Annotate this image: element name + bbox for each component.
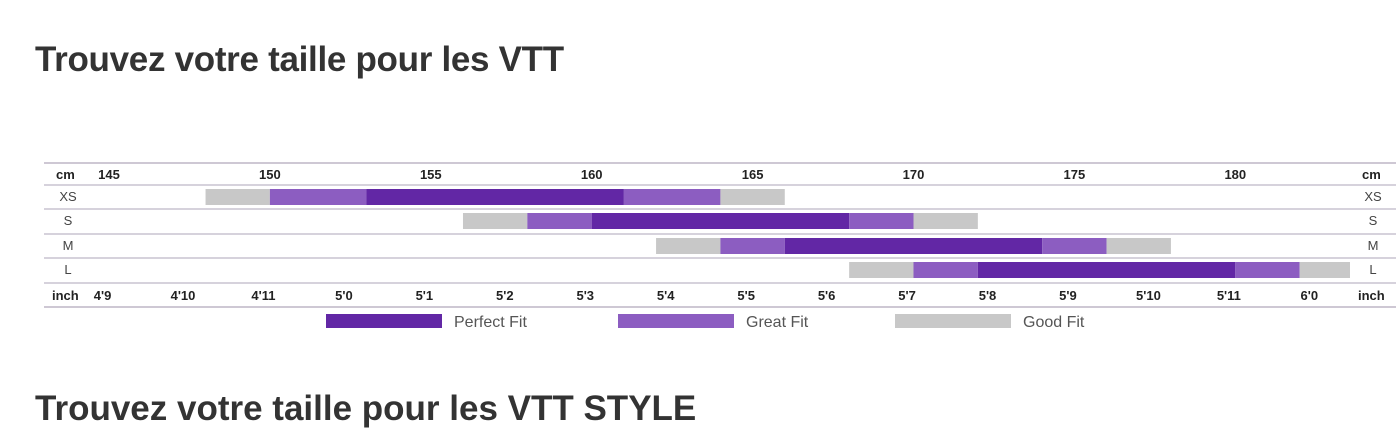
size-label-left: L [64, 262, 71, 277]
bar-xs-great [269, 189, 367, 205]
page-title: Trouvez votre taille pour les VTT [35, 40, 564, 79]
bar-s-great [849, 213, 914, 229]
tick-label-cm: 150 [259, 167, 281, 182]
tick-label-inch: 5'7 [898, 288, 916, 303]
bar-xs-perfect [366, 189, 624, 205]
tick-label-inch: 5'4 [657, 288, 675, 303]
tick-label-inch: 6'0 [1301, 288, 1319, 303]
size-label-right: L [1369, 262, 1376, 277]
size-label-left: M [63, 238, 74, 253]
bar-s-perfect [591, 213, 850, 229]
legend-label-great: Great Fit [746, 314, 809, 331]
bar-xs-good [205, 189, 270, 205]
bar-m-great [720, 238, 785, 254]
tick-label-cm: 155 [420, 167, 442, 182]
tick-label-inch: 4'10 [171, 288, 196, 303]
bar-l-good [849, 262, 914, 278]
unit-label-inch-right: inch [1358, 288, 1385, 303]
chart-ticks: cm cm inch inch 145 150 155 160 165 170 175 180 4'9 4… [52, 167, 1385, 303]
tick-label-inch: 5'8 [979, 288, 997, 303]
next-section-heading: Trouvez votre taille pour les VTT STYLE [35, 389, 697, 428]
legend-swatch-good [895, 314, 1011, 328]
tick-label-inch: 5'3 [576, 288, 594, 303]
size-label-right: XS [1364, 189, 1382, 204]
size-chart: cm cm inch inch 145 150 155 160 165 170 175 180 4'9 4… [44, 162, 1396, 331]
chart-gridlines [44, 162, 1396, 308]
bar-m-great [1042, 238, 1107, 254]
size-label-left: XS [59, 189, 77, 204]
tick-label-inch: 5'11 [1217, 288, 1241, 303]
bar-xs-great [623, 189, 721, 205]
chart-legend: Perfect Fit Great Fit Good Fit [326, 314, 1085, 331]
bar-m-good [656, 238, 721, 254]
tick-label-cm: 165 [742, 167, 764, 182]
bar-l-great [1235, 262, 1300, 278]
bar-s-good [462, 213, 528, 229]
tick-label-inch: 5'0 [335, 288, 353, 303]
tick-label-inch: 5'2 [496, 288, 514, 303]
tick-label-inch: 5'5 [737, 288, 755, 303]
tick-label-inch: 4'9 [94, 288, 112, 303]
tick-label-cm: 175 [1064, 167, 1086, 182]
bar-l-perfect [977, 262, 1236, 278]
tick-label-inch: 5'9 [1059, 288, 1077, 303]
legend-swatch-great [618, 314, 734, 328]
size-label-right: M [1368, 238, 1379, 253]
size-label-right: S [1369, 213, 1378, 228]
unit-label-cm-left: cm [56, 167, 75, 182]
tick-label-cm: 145 [98, 167, 120, 182]
bar-m-perfect [784, 238, 1043, 254]
tick-label-cm: 160 [581, 167, 603, 182]
bar-s-good [913, 213, 978, 229]
tick-label-inch: 5'1 [416, 288, 434, 303]
tick-label-inch: 5'10 [1136, 288, 1161, 303]
tick-label-inch: 5'6 [818, 288, 836, 303]
tick-label-cm: 180 [1224, 167, 1246, 182]
size-label-left: S [64, 213, 73, 228]
bar-m-good [1106, 238, 1171, 254]
legend-label-perfect: Perfect Fit [454, 314, 527, 331]
legend-swatch-perfect [326, 314, 442, 328]
tick-label-cm: 170 [903, 167, 925, 182]
tick-label-inch: 4'11 [251, 288, 275, 303]
legend-label-good: Good Fit [1023, 314, 1085, 331]
bar-xs-good [720, 189, 785, 205]
chart-bars [205, 189, 1350, 278]
bar-s-great [527, 213, 592, 229]
unit-label-inch-left: inch [52, 288, 79, 303]
bar-l-good [1299, 262, 1350, 278]
bar-l-great [913, 262, 978, 278]
unit-label-cm-right: cm [1362, 167, 1381, 182]
